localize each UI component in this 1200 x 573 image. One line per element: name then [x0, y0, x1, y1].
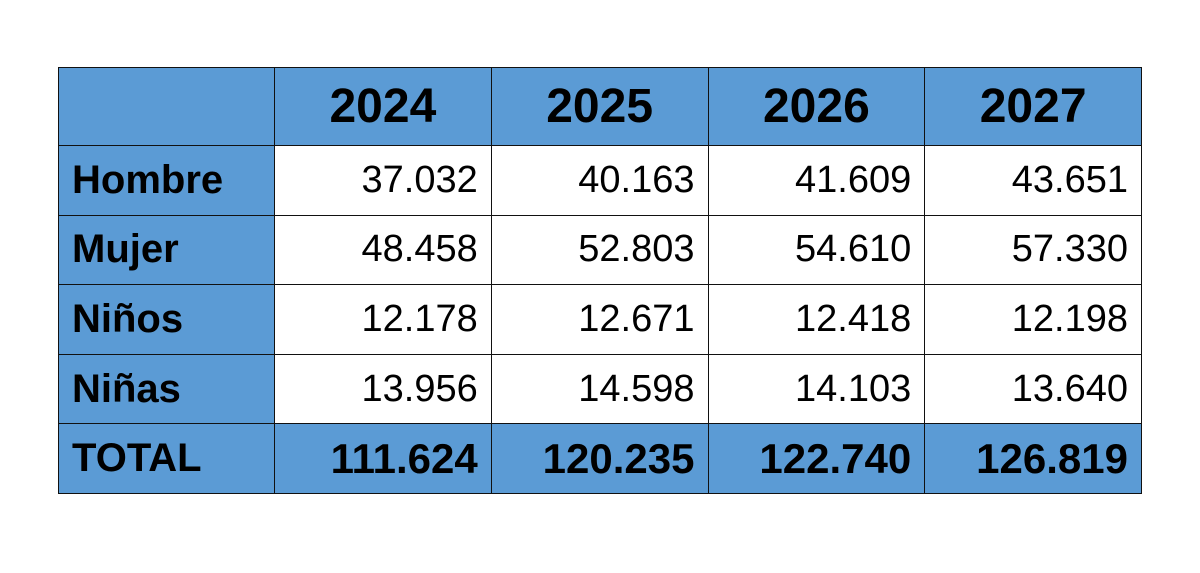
table-cell: 40.163: [490, 145, 709, 216]
table-cell: 14.598: [490, 353, 709, 425]
year-header: 2026: [707, 67, 926, 146]
year-header: 2025: [490, 67, 709, 146]
total-cell: 111.624: [274, 423, 492, 494]
total-row: TOTAL 111.624 120.235 122.740 126.819: [58, 423, 1142, 494]
row-label: Niños: [58, 284, 275, 355]
table-cell: 12.198: [924, 284, 1142, 355]
table-cell: 52.803: [490, 214, 709, 286]
table-cell: 57.330: [924, 214, 1142, 286]
year-header: 2027: [924, 67, 1142, 146]
data-table: 2024 2025 2026 2027 Hombre 37.032 40.163…: [58, 67, 1142, 494]
total-label: TOTAL: [58, 423, 275, 494]
table-row: Mujer 48.458 52.803 54.610 57.330: [58, 214, 1142, 286]
table-cell: 48.458: [274, 214, 492, 286]
table-row: Hombre 37.032 40.163 41.609 43.651: [58, 145, 1142, 216]
table-cell: 13.640: [924, 353, 1142, 425]
table-row: Niños 12.178 12.671 12.418 12.198: [58, 284, 1142, 355]
total-cell: 126.819: [924, 423, 1142, 494]
table-cell: 12.671: [490, 284, 709, 355]
table-cell: 12.178: [274, 284, 492, 355]
row-label: Hombre: [58, 145, 275, 216]
total-cell: 120.235: [490, 423, 709, 494]
table-cell: 54.610: [707, 214, 926, 286]
header-row: 2024 2025 2026 2027: [58, 67, 1142, 146]
table-cell: 14.103: [707, 353, 926, 425]
year-header: 2024: [274, 67, 492, 146]
table-cell: 13.956: [274, 353, 492, 425]
row-label: Niñas: [58, 353, 275, 425]
table-cell: 12.418: [707, 284, 926, 355]
table-cell: 41.609: [707, 145, 926, 216]
table-cell: 37.032: [274, 145, 492, 216]
row-label: Mujer: [58, 214, 275, 286]
table-row: Niñas 13.956 14.598 14.103 13.640: [58, 353, 1142, 425]
total-cell: 122.740: [707, 423, 926, 494]
table-cell: 43.651: [924, 145, 1142, 216]
corner-cell: [58, 67, 275, 146]
